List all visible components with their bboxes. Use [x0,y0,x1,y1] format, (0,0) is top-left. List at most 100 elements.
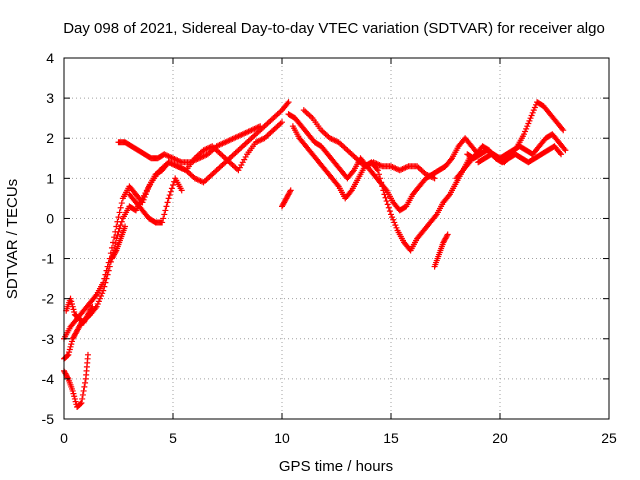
data-point [384,201,391,208]
data-point [79,395,86,402]
data-point [389,214,396,221]
data-point [334,182,341,189]
series-track-j [289,123,473,254]
data-point [113,223,120,230]
data-point [432,212,439,219]
series-track-b [61,119,285,362]
data-point [161,211,168,218]
data-point [99,290,106,297]
data-point [526,117,533,124]
data-point [165,195,172,202]
data-point [390,216,397,223]
data-marks [61,99,569,410]
data-point [69,303,76,310]
data-point [529,109,536,116]
data-point [385,204,392,211]
data-point [170,182,176,189]
data-point [106,263,113,270]
data-point [68,338,75,345]
data-point [116,209,123,216]
data-point [527,115,534,122]
data-point [561,145,568,152]
data-point [66,346,73,353]
data-point [70,390,77,397]
data-point [68,298,75,305]
data-point [443,232,450,239]
data-point [386,208,393,215]
data-point [168,185,175,192]
series-track-f [126,175,185,226]
data-point [524,123,531,130]
data-point [82,379,89,386]
data-point [382,194,389,201]
data-point [381,191,388,198]
data-point [522,128,529,135]
data-point [285,99,292,106]
data-point [84,351,91,358]
data-point [444,231,451,238]
data-point [383,198,390,205]
y-tick-label: 1 [46,170,54,186]
series-track-d [63,295,96,326]
data-point [393,224,400,231]
data-point [101,283,108,290]
data-point [373,165,380,172]
data-point [378,179,385,186]
series-track-e [115,123,264,166]
data-point [562,147,569,154]
y-tick-label: -4 [42,371,55,387]
data-point [79,391,86,398]
data-point [160,215,167,222]
plot-frame [63,57,610,420]
data-point [528,112,535,119]
y-tick-label: 0 [46,210,54,226]
data-point [376,171,383,178]
data-point [349,168,356,175]
data-point [71,309,78,316]
x-axis-label: GPS time / hours [279,458,393,475]
data-point [284,100,291,107]
data-point [114,232,121,239]
data-point [164,199,171,206]
y-tick-label: 3 [46,90,54,106]
y-tick-label: -2 [42,291,55,307]
data-point [523,125,530,132]
y-tick-label: 2 [46,130,54,146]
data-point [88,305,95,312]
data-point [68,301,75,308]
data-point [78,399,85,406]
series-track-l [431,231,451,270]
data-point [72,398,79,405]
data-point [94,301,101,308]
x-tick-label: 25 [601,430,617,446]
x-tick-labels: 0 5 10 15 20 25 [60,430,617,446]
x-tick-label: 10 [274,430,290,446]
x-tick-label: 20 [492,430,508,446]
data-point [379,183,386,190]
data-point [374,167,381,174]
data-point [80,387,87,394]
data-point [162,207,169,214]
data-point [531,104,538,111]
series-track-c [61,351,91,410]
data-point [558,151,565,158]
data-point [66,349,73,356]
data-point [100,287,107,294]
data-point [112,240,119,247]
data-point [102,279,109,286]
data-point [392,222,399,229]
data-point [77,400,84,407]
data-point [112,248,119,255]
data-point [71,393,78,400]
data-point [92,292,99,299]
data-point [560,127,567,134]
data-point [115,214,122,221]
data-point [64,374,71,381]
data-point [65,351,72,358]
data-point [159,219,166,226]
x-tick-label: 0 [60,430,68,446]
series-track-k [300,107,438,182]
y-tick-label: -5 [42,411,55,427]
data-point [377,175,384,182]
